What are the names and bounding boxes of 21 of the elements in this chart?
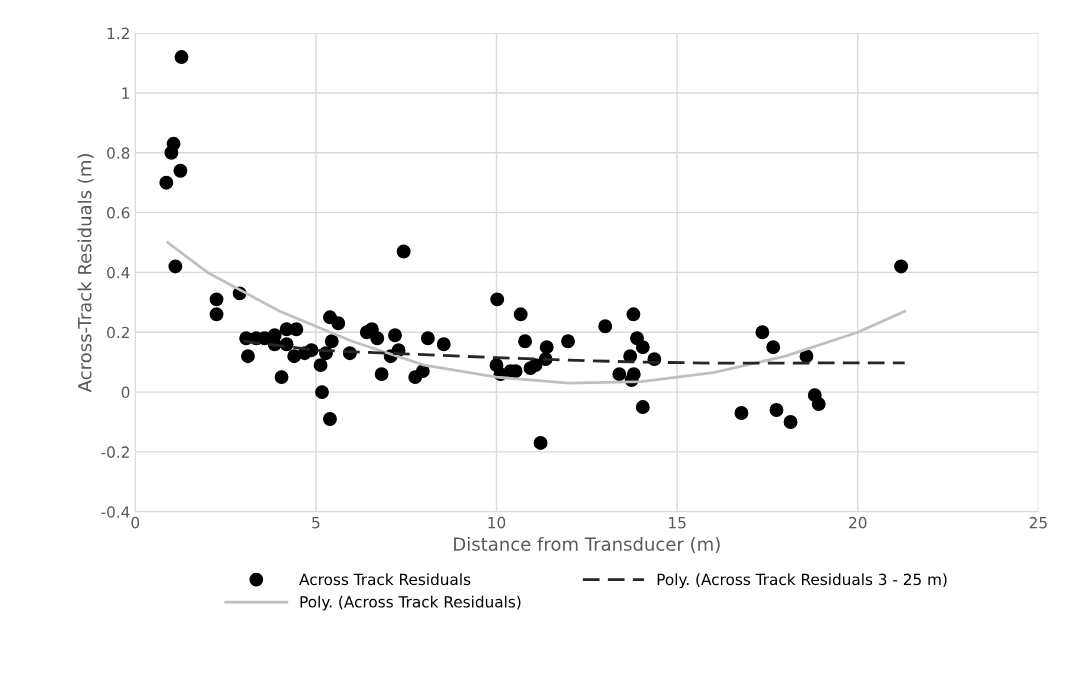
legend-label: Across Track Residuals <box>299 573 471 586</box>
y-tick-label: -0.2 <box>101 446 129 458</box>
y-tick-label: 0.8 <box>107 147 130 159</box>
y-tick-label: -0.4 <box>101 506 130 518</box>
y-tick-label: 0.6 <box>107 207 130 219</box>
y-axis-title: Across-Track Residuals (m) <box>77 154 94 393</box>
x-tick-label: 10 <box>488 516 506 529</box>
x-tick-label: 25 <box>1029 516 1047 529</box>
x-tick-label: 5 <box>312 517 320 529</box>
x-tick-label: 0 <box>131 516 140 529</box>
x-tick-label: 20 <box>849 516 867 529</box>
y-tick-label: 1.2 <box>107 27 129 39</box>
legend-label: Poly. (Across Track Residuals 3 - 25 m) <box>657 573 947 589</box>
y-tick-label: 0 <box>121 386 130 399</box>
x-axis-title: Distance from Transducer (m) <box>454 536 720 554</box>
y-tick-label: 1 <box>122 87 129 99</box>
y-tick-label: 0.4 <box>107 266 130 279</box>
x-tick-label: 15 <box>669 517 686 529</box>
y-tick-label: 0.2 <box>107 326 129 339</box>
legend-label: Poly. (Across Track Residuals) <box>300 595 521 611</box>
line-series <box>166 241 907 385</box>
